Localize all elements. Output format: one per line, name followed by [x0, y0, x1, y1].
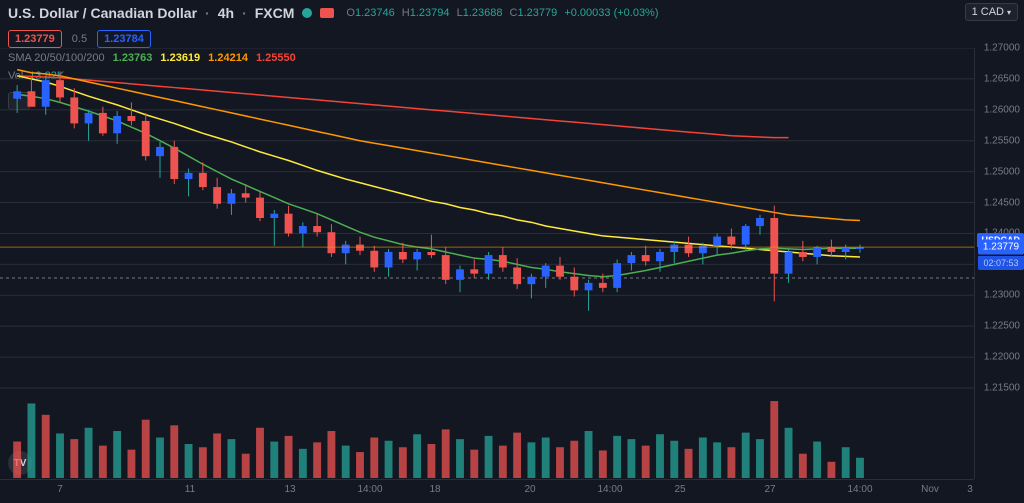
- y-tick-label: 1.27000: [984, 43, 1020, 54]
- y-tick-label: 1.25500: [984, 135, 1020, 146]
- chart-svg: [0, 48, 974, 478]
- price-unit-selector[interactable]: 1 CAD▾: [965, 3, 1018, 21]
- y-tick-label: 1.23000: [984, 290, 1020, 301]
- x-tick-label: 14:00: [357, 484, 382, 495]
- y-tick-label: 1.25000: [984, 166, 1020, 177]
- x-tick-label: 20: [524, 484, 535, 495]
- x-tick-label: 14:00: [597, 484, 622, 495]
- bid-ask-row: 1.23779 0.5 1.23784: [8, 30, 151, 48]
- y-tick-label: 1.22000: [984, 352, 1020, 363]
- x-tick-label: 13: [284, 484, 295, 495]
- time-axis[interactable]: 7 11 13 14:00 18 20 14:00 25 27 14:00 Nov 3: [0, 479, 974, 503]
- alert-icon[interactable]: [320, 8, 334, 18]
- y-tick-label: 1.21500: [984, 383, 1020, 394]
- chart-header: U.S. Dollar / Canadian Dollar · 4h · FXC…: [8, 5, 972, 21]
- y-tick-label: 1.26000: [984, 104, 1020, 115]
- x-tick-label: 7: [57, 484, 63, 495]
- ask-badge[interactable]: 1.23784: [97, 30, 151, 48]
- x-tick-label: 27: [764, 484, 775, 495]
- interval-label[interactable]: 4h: [218, 5, 234, 21]
- countdown-tag: 02:07:53: [978, 256, 1024, 270]
- current-price-tag: 1.23779: [978, 240, 1024, 255]
- symbol-title[interactable]: U.S. Dollar / Canadian Dollar: [8, 5, 197, 21]
- y-tick-label: 1.22500: [984, 321, 1020, 332]
- y-tick-label: 1.26500: [984, 73, 1020, 84]
- x-tick-label: Nov: [921, 484, 939, 495]
- bid-badge[interactable]: 1.23779: [8, 30, 62, 48]
- x-tick-label: 11: [185, 484, 195, 495]
- spread-value: 0.5: [72, 33, 87, 45]
- chart-canvas[interactable]: [0, 48, 974, 479]
- x-tick-label: 3: [967, 484, 973, 495]
- x-tick-label: 14:00: [847, 484, 872, 495]
- provider-label: FXCM: [255, 5, 295, 21]
- x-tick-label: 25: [674, 484, 685, 495]
- market-status-icon: [302, 8, 312, 18]
- price-axis[interactable]: 1.215001.220001.225001.230001.235001.240…: [974, 48, 1024, 479]
- y-tick-label: 1.24500: [984, 197, 1020, 208]
- ohlc-display: O1.23746 H1.23794 L1.23688 C1.23779 +0.0…: [342, 7, 658, 19]
- x-tick-label: 18: [429, 484, 440, 495]
